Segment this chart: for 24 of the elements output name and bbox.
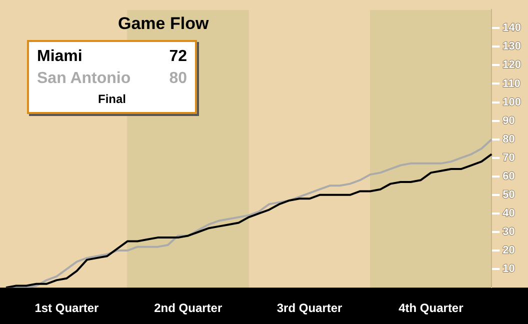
chart-title: Game Flow bbox=[118, 14, 209, 34]
y-tick-label: 30 bbox=[502, 226, 515, 238]
y-tick-label: 70 bbox=[502, 152, 515, 164]
y-tick-label: 50 bbox=[502, 188, 515, 201]
y-tick-label: 100 bbox=[502, 96, 522, 108]
x-tick-label: 3rd Quarter bbox=[276, 301, 343, 316]
text: San Antonio bbox=[37, 69, 131, 89]
x-tick-label: 1st Quarter bbox=[34, 301, 100, 316]
y-tick-label: 90 bbox=[502, 114, 515, 127]
y-tick-label: 130 bbox=[502, 40, 522, 53]
y-tick-label: 140 bbox=[502, 22, 522, 34]
y-tick-label: 60 bbox=[502, 170, 515, 182]
y-tick-label: 40 bbox=[502, 208, 515, 220]
x-tick-label: 4th Quarter bbox=[398, 301, 464, 316]
annotation: 80 bbox=[169, 69, 187, 89]
y-tick-label: 80 bbox=[502, 133, 515, 146]
y-tick-label: 20 bbox=[502, 244, 515, 257]
y-tick-label: 10 bbox=[502, 263, 515, 276]
y-tick-label: 120 bbox=[502, 59, 522, 72]
annotation: 72 bbox=[169, 47, 187, 67]
annotation: Final bbox=[96, 92, 127, 106]
text: Miami bbox=[37, 47, 82, 67]
x-tick-label: 2nd Quarter bbox=[154, 301, 222, 316]
y-tick-label: 110 bbox=[502, 78, 520, 90]
